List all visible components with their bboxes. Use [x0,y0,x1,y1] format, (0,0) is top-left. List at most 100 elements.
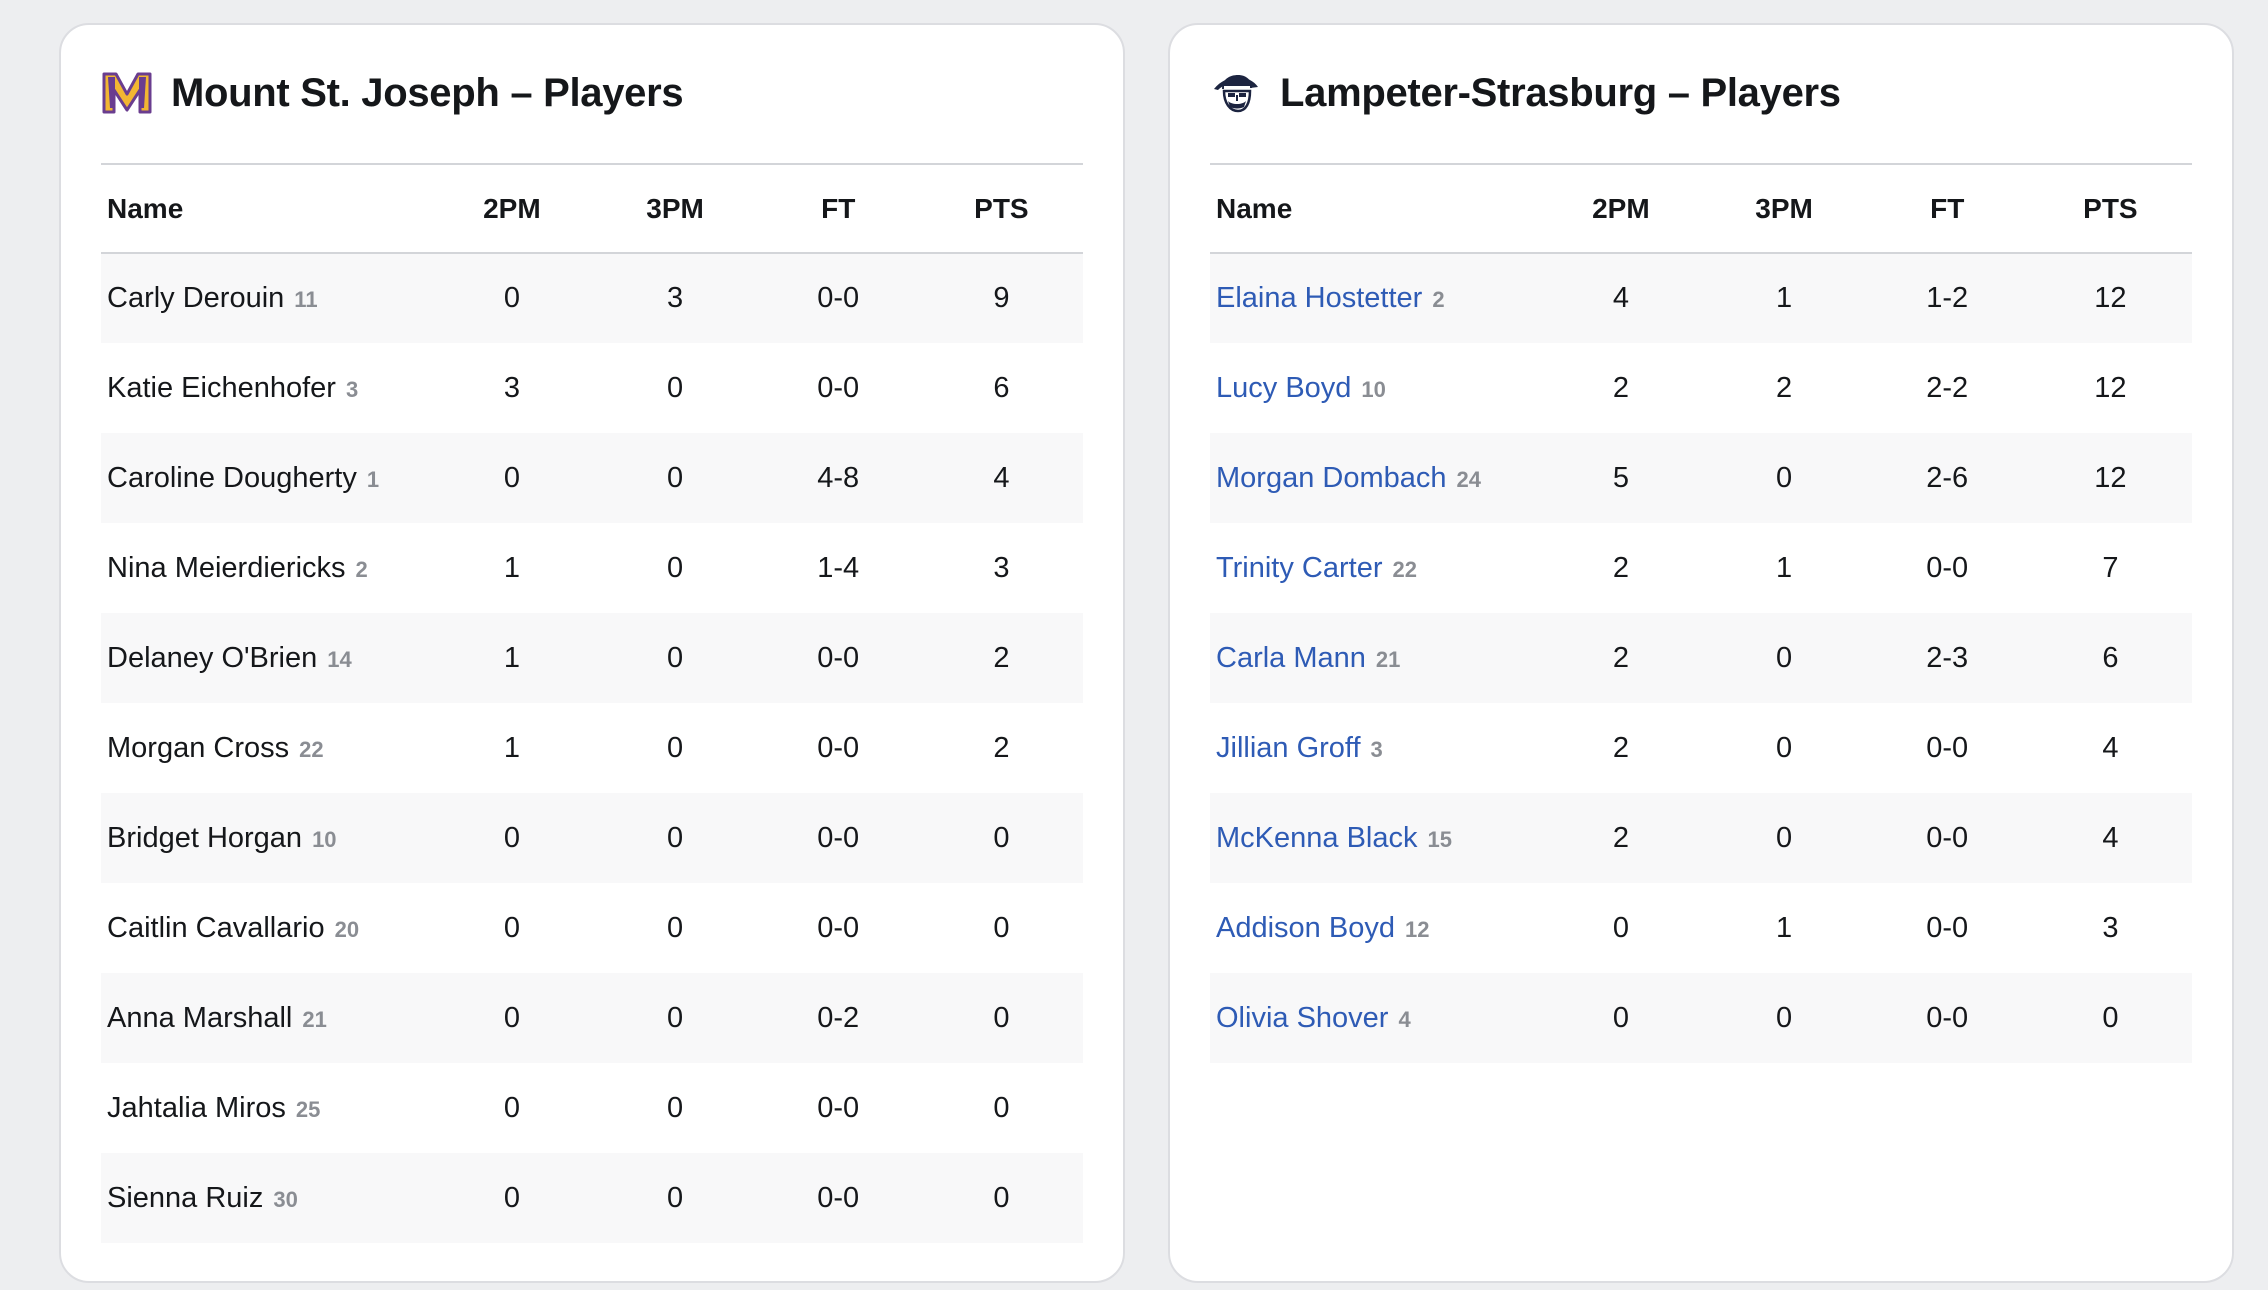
player-name-link[interactable]: Jillian Groff [1216,731,1361,764]
column-header-3pm[interactable]: 3PM [646,192,704,224]
jersey-number: 22 [1392,556,1417,582]
stat-3pm: 0 [1775,461,1793,494]
player-name: Anna Marshall [107,1001,293,1034]
player-name-cell: Lucy Boyd 10 [1210,343,1539,433]
player-name-cell: Caitlin Cavallario 20 [101,883,430,973]
stat-ft: 0-0 [1926,551,1969,584]
jersey-number: 10 [312,826,337,852]
player-name-link[interactable]: Lucy Boyd [1216,371,1352,404]
column-header-name[interactable]: Name [1216,192,1293,224]
jersey-number: 12 [1404,916,1430,942]
player-name-link[interactable]: Elaina Hostetter [1216,282,1423,314]
player-name-cell: Carly Derouin 11 [101,253,430,343]
stat-pts: 0 [993,911,1010,944]
jersey-number: 4 [1398,1006,1411,1032]
player-name: Bridget Horgan [107,821,303,854]
player-name-link[interactable]: Trinity Carter [1216,551,1383,584]
stat-2pm: 2 [1612,371,1629,404]
player-name-cell: Nina Meierdiericks 2 [101,523,430,613]
stat-2pm: 2 [1612,551,1629,584]
column-header-pts[interactable]: PTS [974,192,1029,224]
table-row: Jillian Groff 3 2 0 0-0 4 [1210,703,2192,793]
stat-3pm: 0 [666,461,684,494]
player-name-cell: Olivia Shover 4 [1210,973,1539,1063]
player-name-cell: Delaney O'Brien 14 [101,613,430,703]
player-name: Jahtalia Miros [107,1091,286,1124]
stat-ft: 0-0 [1926,731,1969,764]
stat-2pm: 2 [1612,821,1629,854]
player-name-link[interactable]: McKenna Black [1216,821,1418,854]
jersey-number: 25 [295,1096,321,1122]
stat-ft: 2-3 [1926,641,1969,674]
stat-2pm: 0 [503,1091,520,1124]
column-header-2pm[interactable]: 2PM [1592,192,1650,224]
player-name: Caitlin Cavallario [107,911,325,944]
team-players-card-mount-st-joseph: Mount St. Joseph – Players Name 2PM 3PM … [59,23,1125,1283]
table-header-row: Name 2PM 3PM FT PTS [101,165,1083,253]
jersey-number: 24 [1456,466,1481,492]
player-name-cell: McKenna Black 15 [1210,793,1539,883]
jersey-number: 21 [1375,646,1401,672]
table-row: Carly Derouin 11 0 3 0-0 9 [101,253,1083,343]
player-name: Delaney O'Brien [107,641,318,674]
table-row: Morgan Cross 22 1 0 0-0 2 [101,703,1083,793]
stat-ft: 0-0 [817,641,860,674]
jersey-number: 14 [327,646,352,672]
player-name-link[interactable]: Carla Mann [1216,641,1366,674]
team-players-card-lampeter-strasburg: Lampeter-Strasburg – Players Name 2PM 3P… [1168,23,2234,1283]
stat-3pm: 0 [1775,731,1793,764]
table-row: Jahtalia Miros 25 0 0 0-0 0 [101,1063,1083,1153]
player-name-cell: Anna Marshall 21 [101,973,430,1063]
column-header-3pm[interactable]: 3PM [1755,192,1813,224]
stat-pts: 6 [2102,641,2119,674]
player-name-cell: Bridget Horgan 10 [101,793,430,883]
stat-ft: 1-4 [817,551,860,584]
stat-2pm: 1 [503,731,520,764]
stat-ft: 0-2 [817,1001,860,1034]
stat-ft: 4-8 [817,461,860,494]
stat-3pm: 0 [666,1091,684,1124]
jersey-number: 20 [334,916,360,942]
stat-3pm: 0 [1775,821,1793,854]
card-title: Lampeter-Strasburg – Players [1280,70,1841,115]
player-name-cell: Morgan Cross 22 [101,703,430,793]
stat-3pm: 0 [666,1001,684,1034]
player-name-cell: Caroline Dougherty 1 [101,433,430,523]
player-name: Carly Derouin [107,282,285,314]
stat-pts: 2 [993,641,1010,674]
stat-pts: 0 [993,1181,1010,1214]
player-name-cell: Katie Eichenhofer 3 [101,343,430,433]
column-header-ft[interactable]: FT [1930,192,1965,224]
card-header: Lampeter-Strasburg – Players [1210,25,2192,165]
player-name-cell: Sienna Ruiz 30 [101,1153,430,1243]
player-name-link[interactable]: Addison Boyd [1216,911,1395,944]
jersey-number: 11 [294,287,318,312]
players-table: Name 2PM 3PM FT PTS Carly Derouin 11 0 3 0-0… [101,165,1083,1243]
pioneer-mascot-logo-icon [1210,67,1262,119]
table-row: Anna Marshall 21 0 0 0-2 0 [101,973,1083,1063]
column-header-name[interactable]: Name [107,192,184,224]
jersey-number: 2 [1432,287,1445,312]
stat-2pm: 1 [503,551,520,584]
player-name-link[interactable]: Olivia Shover [1216,1001,1389,1034]
stat-2pm: 0 [503,282,520,314]
player-name-link[interactable]: Morgan Dombach [1216,461,1447,494]
column-header-2pm[interactable]: 2PM [483,192,541,224]
stat-ft: 0-0 [1926,821,1969,854]
table-row: Trinity Carter 22 2 1 0-0 7 [1210,523,2192,613]
stat-pts: 0 [993,821,1010,854]
stat-2pm: 2 [1612,731,1629,764]
stat-3pm: 1 [1775,911,1793,944]
player-name-cell: Addison Boyd 12 [1210,883,1539,973]
table-header-row: Name 2PM 3PM FT PTS [1210,165,2192,253]
stat-ft: 1-2 [1926,282,1969,314]
stat-pts: 0 [993,1001,1010,1034]
stat-3pm: 0 [666,731,684,764]
jersey-number: 22 [299,736,324,762]
column-header-pts[interactable]: PTS [2083,192,2138,224]
stat-2pm: 0 [503,1001,520,1034]
table-row: Nina Meierdiericks 2 1 0 1-4 3 [101,523,1083,613]
stat-pts: 0 [993,1091,1010,1124]
column-header-ft[interactable]: FT [821,192,856,224]
